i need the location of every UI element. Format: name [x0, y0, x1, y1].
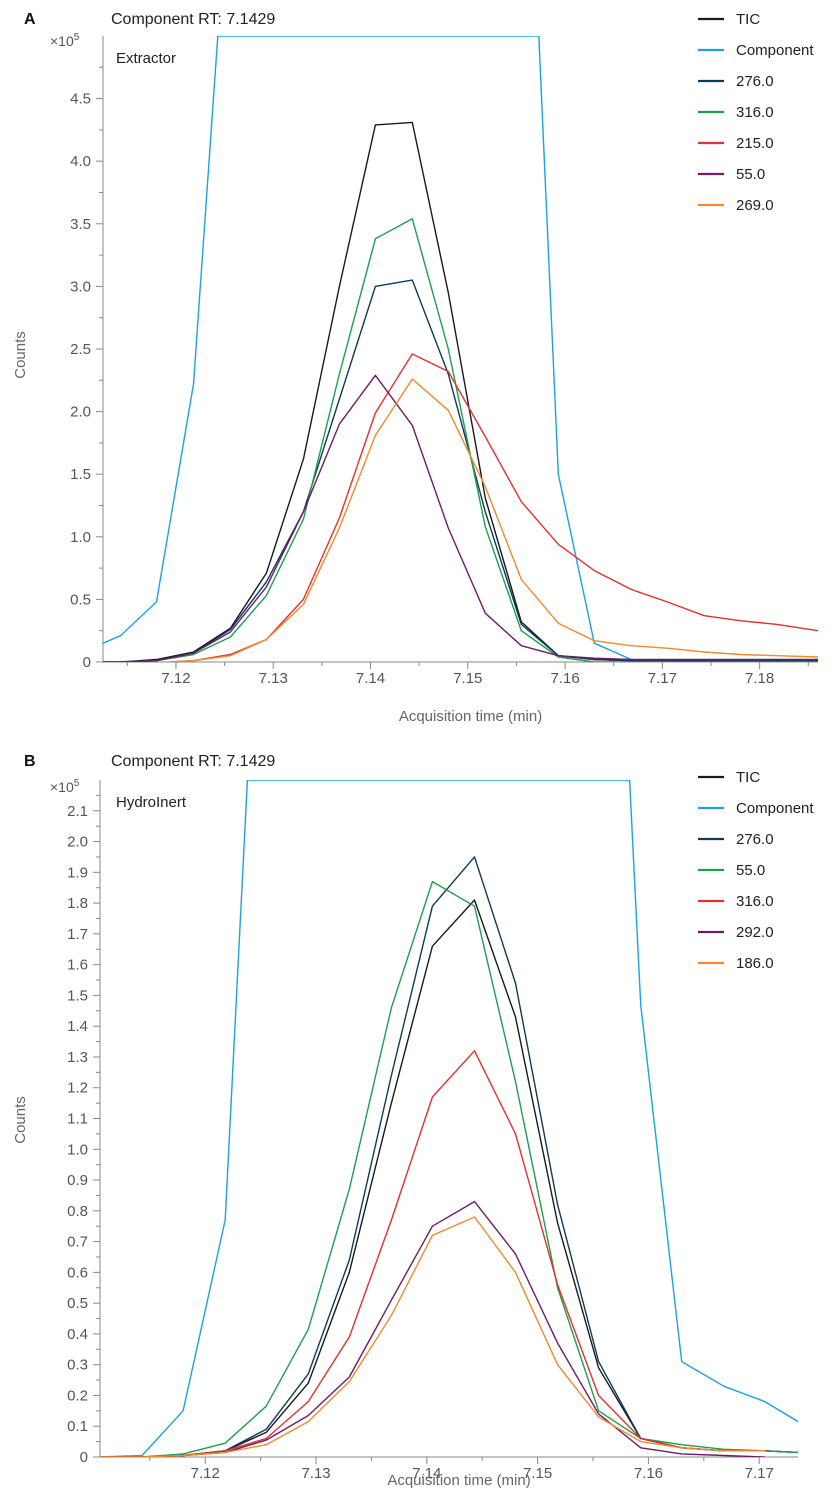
legend-label: 55.0 — [736, 862, 765, 879]
y-tick-label: 0.3 — [67, 1357, 88, 1374]
y-tick-label: 1.8 — [67, 895, 88, 912]
chart-title: Component RT: 7.1429 — [111, 11, 275, 28]
y-tick-label: 1.7 — [67, 926, 88, 943]
chart-panel-b: B Component RT: 7.1429 HydroInert ×105 0 0.1 0… — [12, 753, 814, 1489]
series-line-316-0 — [100, 1050, 765, 1457]
y-multiplier-exponent: 5 — [74, 32, 80, 43]
y-tick-label: 0.5 — [70, 591, 91, 608]
legend-label: 316.0 — [736, 893, 774, 910]
legend-label: Component — [736, 800, 814, 817]
series-line-316-0 — [103, 218, 818, 662]
x-tick-label: 7.16 — [550, 670, 579, 687]
chart-subtitle: HydroInert — [116, 794, 187, 811]
x-tick-label: 7.18 — [745, 670, 774, 687]
x-tick-label: 7.12 — [191, 1465, 220, 1482]
legend-label: 316.0 — [736, 104, 774, 121]
y-tick-label: 3.5 — [70, 216, 91, 233]
x-tick-label: 7.14 — [356, 670, 385, 687]
plot-area — [103, 36, 818, 662]
legend-label: 276.0 — [736, 73, 774, 90]
y-tick-label: 0.7 — [67, 1234, 88, 1251]
x-axis-title: Acquisition time (min) — [387, 1472, 530, 1489]
y-multiplier-base: ×10 — [50, 779, 74, 795]
series-line-276-0 — [103, 279, 818, 662]
y-tick-label: 1.0 — [67, 1141, 88, 1158]
y-tick-label: 2.0 — [70, 404, 91, 421]
chart-title: Component RT: 7.1429 — [111, 753, 275, 770]
y-tick-label: 2.0 — [67, 834, 88, 851]
y-tick-label: 1.5 — [70, 466, 91, 483]
legend-label: Component — [736, 42, 814, 59]
y-tick-label: 0.9 — [67, 1172, 88, 1189]
plot-area — [100, 780, 798, 1457]
y-tick-label: 1.1 — [67, 1111, 88, 1128]
y-axis-title: Counts — [12, 331, 29, 379]
y-tick-label: 1.0 — [70, 529, 91, 546]
y-tick-label: 0.8 — [67, 1203, 88, 1220]
legend: TIC Component 276.0 55.0 316.0 292.0 186.0 — [698, 769, 814, 972]
y-tick-label: 3.0 — [70, 278, 91, 295]
y-multiplier-base: ×10 — [50, 33, 74, 49]
y-tick-label: 4.0 — [70, 153, 91, 170]
y-tick-label: 1.4 — [67, 1018, 88, 1035]
y-tick-label: 2.1 — [67, 803, 88, 820]
legend-label: 276.0 — [736, 831, 774, 848]
legend: TIC Component 276.0 316.0 215.0 55.0 269.0 — [698, 11, 814, 214]
series-line-276-0 — [100, 856, 798, 1457]
y-tick-label: 0.6 — [67, 1264, 88, 1281]
x-tick-label: 7.17 — [648, 670, 677, 687]
x-tick-label: 7.13 — [301, 1465, 330, 1482]
x-tick-label: 7.12 — [161, 670, 190, 687]
y-tick-label: 0.5 — [67, 1295, 88, 1312]
legend-label: TIC — [736, 11, 760, 28]
legend-label: 269.0 — [736, 197, 774, 214]
panel-letter: B — [24, 753, 36, 770]
legend-label: 186.0 — [736, 955, 774, 972]
y-tick-label: 0.4 — [67, 1326, 88, 1343]
y-axis-title: Counts — [12, 1096, 29, 1144]
series-line-292-0 — [100, 1200, 765, 1457]
legend-label: TIC — [736, 769, 760, 786]
y-tick-label: 0 — [80, 1449, 88, 1466]
y-tick-label: 1.6 — [67, 957, 88, 974]
series-line-186-0 — [100, 1216, 765, 1457]
y-multiplier-exponent: 5 — [74, 778, 80, 789]
series-line-55-0 — [100, 880, 798, 1457]
y-tick-label: 0.2 — [67, 1387, 88, 1404]
panel-letter: A — [24, 11, 36, 28]
legend-label: 55.0 — [736, 166, 765, 183]
x-tick-label: 7.15 — [523, 1465, 552, 1482]
legend-label: 292.0 — [736, 924, 774, 941]
y-tick-label: 4.5 — [70, 91, 91, 108]
series-line-269-0 — [169, 378, 818, 662]
x-tick-label: 7.17 — [745, 1465, 774, 1482]
x-tick-label: 7.14 — [412, 1465, 441, 1482]
legend-label: 215.0 — [736, 135, 774, 152]
y-tick-label: 2.5 — [70, 341, 91, 358]
chart-subtitle: Extractor — [116, 50, 176, 67]
series-line-tic — [100, 899, 798, 1457]
y-tick-label: 1.3 — [67, 1049, 88, 1066]
y-tick-label: 1.5 — [67, 987, 88, 1004]
series-line-55-0 — [103, 374, 818, 662]
chart-panel-a: A Component RT: 7.1429 Extractor ×105 0 0.5 1.… — [12, 11, 818, 725]
series-line-component — [103, 36, 668, 662]
y-tick-label: 1.2 — [67, 1080, 88, 1097]
y-tick-label: 1.9 — [67, 864, 88, 881]
y-multiplier-label: ×105 — [50, 778, 80, 795]
x-tick-label: 7.16 — [634, 1465, 663, 1482]
x-tick-label: 7.15 — [453, 670, 482, 687]
series-line-component — [100, 780, 798, 1457]
x-tick-label: 7.13 — [259, 670, 288, 687]
y-tick-label: 0 — [83, 654, 91, 671]
y-tick-label: 0.1 — [67, 1418, 88, 1435]
x-axis-title: Acquisition time (min) — [399, 708, 542, 725]
y-multiplier-label: ×105 — [50, 32, 80, 49]
